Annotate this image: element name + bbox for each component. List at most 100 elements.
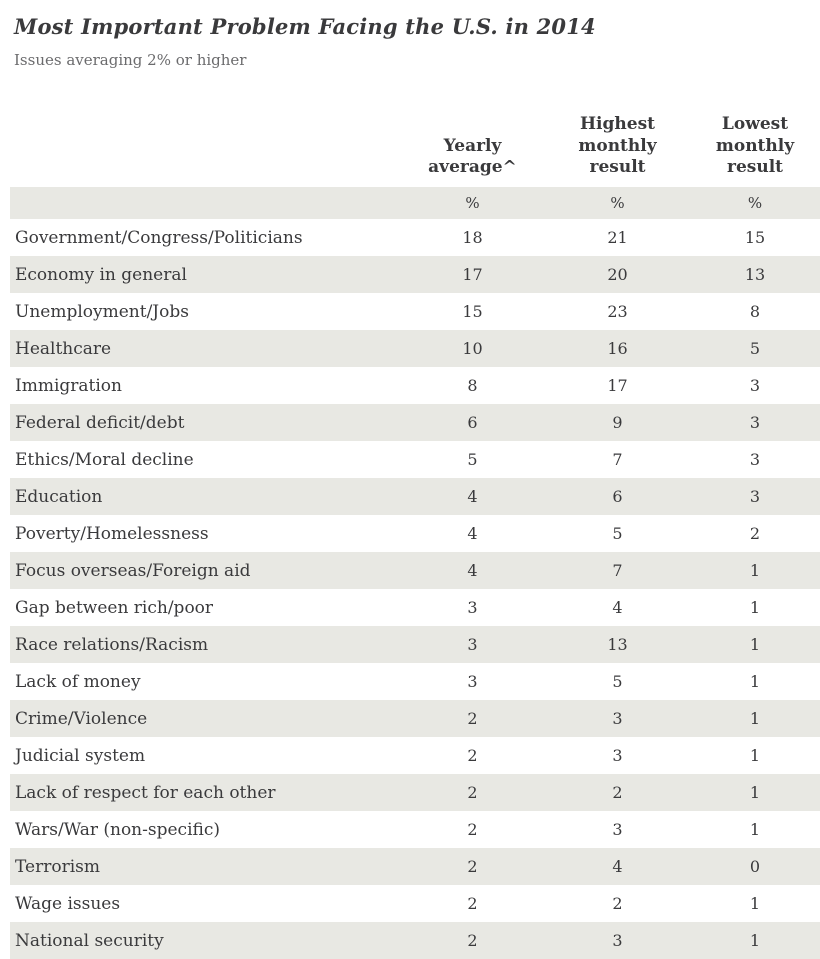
lowest-monthly-value: 15 <box>744 228 766 247</box>
issue-column-header <box>10 77 400 187</box>
table-row: Gap between rich/poor 3 4 1 <box>10 589 820 626</box>
yearly-average-value: 4 <box>467 524 478 543</box>
table-row: Healthcare 10 16 5 <box>10 330 820 367</box>
table-row: Economy in general 17 20 13 <box>10 256 820 293</box>
unit-cell-percent: % <box>545 187 690 219</box>
yearly-average-value: 17 <box>400 256 545 293</box>
highest-monthly-value: 7 <box>612 450 623 469</box>
table-row: Wars/War (non-specific) 2 3 1 <box>10 811 820 848</box>
issue-label: Education <box>10 478 400 515</box>
highest-monthly-value: 3 <box>545 700 690 737</box>
lowest-monthly-value: 8 <box>749 302 761 321</box>
highest-monthly-value: 23 <box>607 302 628 321</box>
page-title: Most Important Problem Facing the U.S. i… <box>14 14 596 39</box>
yearly-average-value: 2 <box>400 774 545 811</box>
issue-label: Judicial system <box>15 745 146 766</box>
table-row: Lack of respect for each other 2 2 1 <box>10 774 820 811</box>
highest-monthly-value: 4 <box>545 848 690 885</box>
table-row: Government/Congress/Politicians 18 21 15 <box>10 219 820 256</box>
table-body: Government/Congress/Politicians 18 21 15 Eco… <box>10 219 820 959</box>
table-header: Yearly average^ Highest monthly result L… <box>10 77 820 219</box>
unit-cell-percent: % <box>400 187 545 219</box>
lowest-monthly-value: 1 <box>749 746 761 765</box>
highest-monthly-value: 6 <box>545 478 690 515</box>
issue-label: Immigration <box>15 375 122 396</box>
issue-label: Lack of money <box>15 671 141 692</box>
issue-label: Economy in general <box>10 256 400 293</box>
yearly-average-value: 2 <box>400 922 545 959</box>
highest-monthly-value: 5 <box>612 524 623 543</box>
lowest-monthly-value: 1 <box>749 598 761 617</box>
highest-monthly-value: 9 <box>545 404 690 441</box>
table-row: Terrorism 2 4 0 <box>10 848 820 885</box>
yearly-average-column-header: Yearly average^ <box>428 135 517 178</box>
lowest-monthly-value: 1 <box>749 672 761 691</box>
issue-label: Ethics/Moral decline <box>15 449 194 470</box>
lowest-monthly-value: 1 <box>690 552 820 589</box>
lowest-monthly-value: 1 <box>749 894 761 913</box>
yearly-average-value: 6 <box>400 404 545 441</box>
table-row: Federal deficit/debt 6 9 3 <box>10 404 820 441</box>
page-subtitle: Issues averaging 2% or higher <box>14 51 247 69</box>
issue-label: Government/Congress/Politicians <box>15 227 303 248</box>
yearly-average-value: 10 <box>400 330 545 367</box>
lowest-monthly-value: 0 <box>690 848 820 885</box>
lowest-monthly-value: 5 <box>690 330 820 367</box>
lowest-monthly-value: 13 <box>690 256 820 293</box>
lowest-monthly-column-header: Lowest monthly result <box>715 113 795 178</box>
issue-label: Unemployment/Jobs <box>15 301 189 322</box>
unit-cell-empty <box>10 187 400 219</box>
lowest-monthly-value: 2 <box>749 524 761 543</box>
issue-label: Federal deficit/debt <box>10 404 400 441</box>
highest-monthly-value: 4 <box>612 598 623 617</box>
table-row: Education 4 6 3 <box>10 478 820 515</box>
issue-label: Race relations/Racism <box>10 626 400 663</box>
lowest-monthly-value: 3 <box>749 450 761 469</box>
highest-monthly-value: 3 <box>612 820 623 839</box>
table-row: National security 2 3 1 <box>10 922 820 959</box>
lowest-monthly-value: 1 <box>690 626 820 663</box>
yearly-average-value: 15 <box>462 302 483 321</box>
table-row: Wage issues 2 2 1 <box>10 885 820 922</box>
lowest-monthly-value: 1 <box>690 922 820 959</box>
highest-monthly-value: 3 <box>612 746 623 765</box>
yearly-average-value: 8 <box>467 376 478 395</box>
lowest-monthly-value: 1 <box>690 774 820 811</box>
issue-label: Wage issues <box>15 893 121 914</box>
highest-monthly-value: 17 <box>607 376 628 395</box>
highest-monthly-value: 7 <box>545 552 690 589</box>
issue-label: Gap between rich/poor <box>15 597 214 618</box>
highest-monthly-value: 3 <box>545 922 690 959</box>
issue-label: Crime/Violence <box>10 700 400 737</box>
table-row: Crime/Violence 2 3 1 <box>10 700 820 737</box>
yearly-average-value: 5 <box>467 450 478 469</box>
issue-label: Wars/War (non-specific) <box>15 819 220 840</box>
unit-row: % % % <box>10 187 820 219</box>
lowest-monthly-value: 3 <box>690 478 820 515</box>
highest-monthly-value: 5 <box>612 672 623 691</box>
poll-results-table: Yearly average^ Highest monthly result L… <box>10 77 820 959</box>
table-row: Immigration 8 17 3 <box>10 367 820 404</box>
yearly-average-value: 3 <box>467 672 478 691</box>
table-row: Unemployment/Jobs 15 23 8 <box>10 293 820 330</box>
issue-label: Terrorism <box>10 848 400 885</box>
table-row: Ethics/Moral decline 5 7 3 <box>10 441 820 478</box>
yearly-average-value: 2 <box>400 848 545 885</box>
highest-monthly-value: 20 <box>545 256 690 293</box>
issue-label: Lack of respect for each other <box>10 774 400 811</box>
lowest-monthly-value: 1 <box>690 700 820 737</box>
issue-label: National security <box>10 922 400 959</box>
yearly-average-value: 4 <box>400 478 545 515</box>
yearly-average-value: 2 <box>467 820 478 839</box>
yearly-average-value: 3 <box>467 598 478 617</box>
header-row: Yearly average^ Highest monthly result L… <box>10 77 820 187</box>
issue-label: Poverty/Homelessness <box>15 523 209 544</box>
table-row: Race relations/Racism 3 13 1 <box>10 626 820 663</box>
highest-monthly-column-header: Highest monthly result <box>578 113 657 178</box>
yearly-average-value: 3 <box>400 626 545 663</box>
table-row: Focus overseas/Foreign aid 4 7 1 <box>10 552 820 589</box>
lowest-monthly-value: 3 <box>749 376 761 395</box>
highest-monthly-value: 2 <box>545 774 690 811</box>
highest-monthly-value: 16 <box>545 330 690 367</box>
issue-label: Healthcare <box>10 330 400 367</box>
